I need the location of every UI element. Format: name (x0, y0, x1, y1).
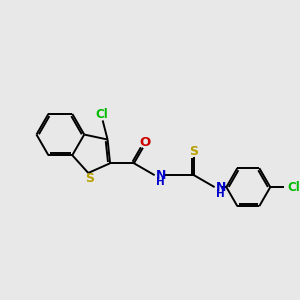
Text: Cl: Cl (287, 181, 300, 194)
Text: Cl: Cl (95, 108, 108, 121)
Text: S: S (85, 172, 94, 185)
Text: H: H (156, 177, 165, 187)
Text: H: H (216, 189, 225, 199)
Text: N: N (156, 169, 166, 182)
Text: S: S (189, 145, 198, 158)
Text: N: N (216, 181, 226, 194)
Text: O: O (140, 136, 151, 149)
